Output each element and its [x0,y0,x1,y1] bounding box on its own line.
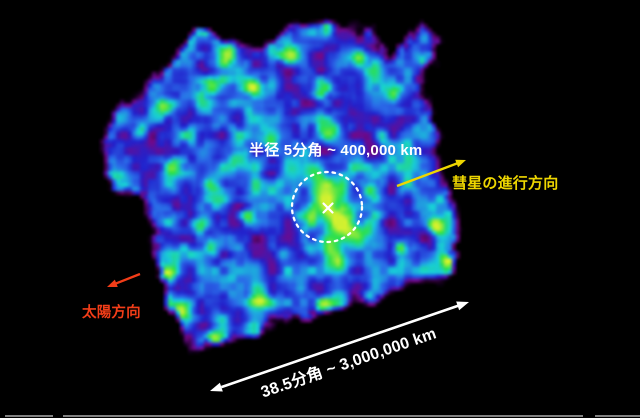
video-progress-segment [63,415,583,417]
video-progress-segment [5,415,53,417]
sun-direction-label: 太陽方向 [82,305,141,321]
radius-label: 半径 5分角 ~ 400,000 km [249,142,423,159]
comet-direction-label: 彗星の進行方向 [452,175,559,192]
video-progress-segment [595,415,640,417]
